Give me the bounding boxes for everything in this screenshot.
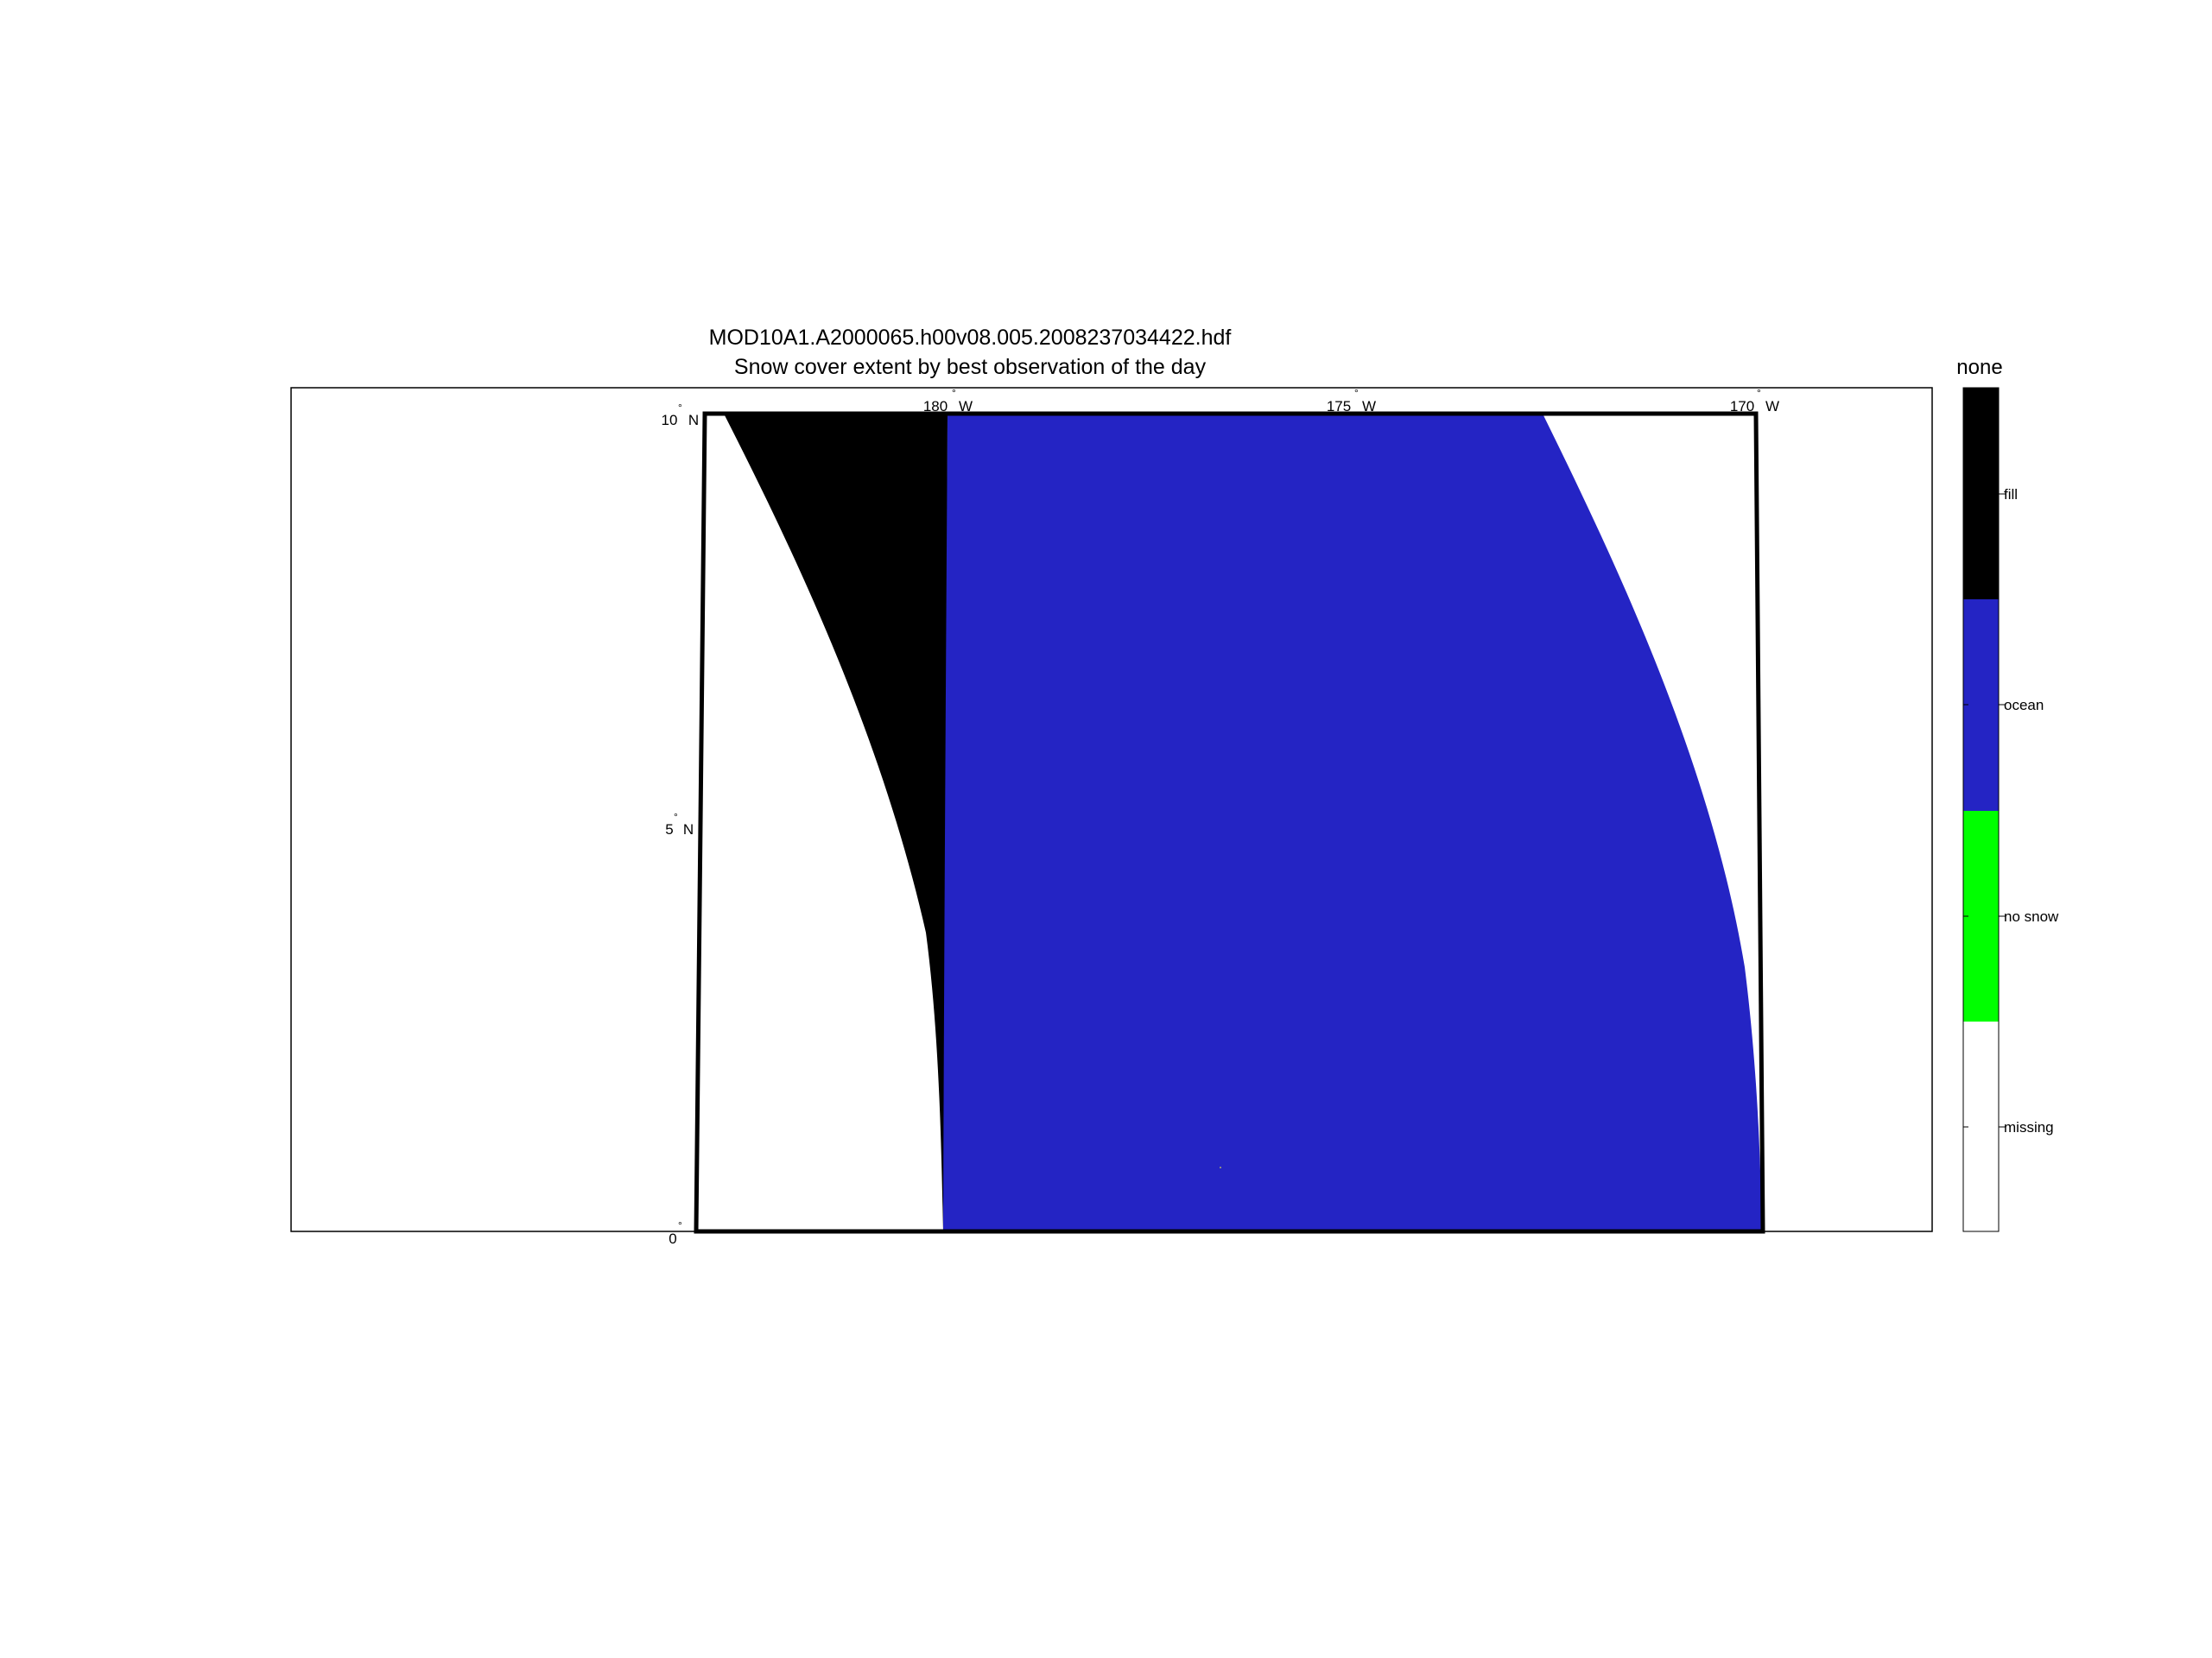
lon-tick-170: 170 ° W [1730, 387, 1779, 414]
lat-tick-0: 0 ° [669, 1219, 682, 1247]
map-content [694, 411, 1765, 1234]
lon-tick-175: 175 ° W [1327, 387, 1376, 414]
colorbar-swatch-ocean [1963, 599, 1999, 811]
svg-text:°: ° [952, 387, 956, 399]
svg-text:°: ° [1354, 387, 1359, 399]
colorbar-label-no-snow: no snow [2004, 908, 2059, 925]
colorbar-frame [1962, 387, 2000, 1232]
svg-text:°: ° [674, 811, 678, 823]
svg-text:N: N [683, 821, 694, 838]
colorbar-label-ocean: ocean [2004, 697, 2044, 713]
svg-text:W: W [1765, 398, 1779, 414]
colorbar-label-missing: missing [2004, 1119, 2054, 1136]
colorbar-swatch-missing [1963, 1022, 1999, 1231]
lat-tick-10: 10 ° N [662, 402, 700, 428]
svg-text:°: ° [678, 1219, 682, 1231]
svg-text:5: 5 [665, 821, 673, 838]
svg-text:10: 10 [662, 412, 678, 428]
longitude-ticks: 180 ° W 175 ° W 170 ° W [923, 387, 1779, 414]
ocean-region [943, 414, 1762, 1231]
svg-text:170: 170 [1730, 398, 1754, 414]
figure-title-line2: Snow cover extent by best observation of… [734, 355, 1207, 379]
svg-text:0: 0 [669, 1231, 676, 1247]
svg-text:N: N [688, 412, 699, 428]
svg-text:W: W [959, 398, 973, 414]
lon-tick-180: 180 ° W [923, 387, 973, 414]
svg-text:°: ° [1757, 387, 1761, 399]
svg-text:W: W [1362, 398, 1376, 414]
fill-region [724, 414, 948, 1231]
colorbar-label-fill: fill [2004, 486, 2018, 503]
latitude-ticks: 10 ° N 5 ° N 0 ° [662, 402, 700, 1247]
colorbar-title: none [1956, 356, 2002, 379]
colorbar-swatch-no-snow [1963, 811, 1999, 1022]
colorbar: none fill ocean no snow missing [1956, 356, 2059, 1232]
colorbar-swatch-fill [1963, 388, 1999, 599]
lat-tick-5: 5 ° N [665, 811, 694, 838]
svg-text:°: ° [678, 402, 682, 414]
svg-text:180: 180 [923, 398, 948, 414]
tile-boundary [694, 411, 1765, 1234]
figure-title-line1: MOD10A1.A2000065.h00v08.005.200823703442… [709, 326, 1232, 350]
ocean-speck [1220, 1167, 1221, 1168]
svg-text:175: 175 [1327, 398, 1351, 414]
